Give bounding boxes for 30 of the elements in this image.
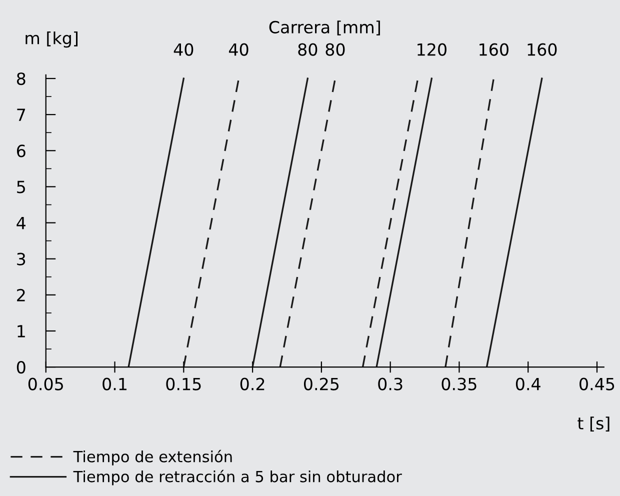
- legend-label: Tiempo de retracción a 5 bar sin obturador: [73, 470, 402, 486]
- chart-title: Carrera [mm]: [269, 20, 380, 36]
- x-tick-label: 0.05: [28, 378, 63, 390]
- y-tick-label: 2: [17, 288, 25, 302]
- x-tick-label: 0.3: [378, 378, 402, 390]
- y-tick-label: 0: [16, 361, 26, 374]
- y-axis-title: m [kg]: [26, 31, 78, 48]
- y-tick-label: 8: [16, 72, 26, 86]
- y-tick-label: 4: [16, 216, 26, 230]
- annotation: 40: [174, 43, 194, 56]
- annotation: 120: [418, 43, 446, 56]
- x-tick-label: 0.2: [240, 378, 264, 390]
- x-tick-label: 0.25: [304, 378, 339, 390]
- annotation: 80: [298, 43, 318, 56]
- y-tick-label: 7: [17, 108, 26, 121]
- y-tick-label: 5: [17, 180, 25, 194]
- legend-label: Tiempo de extensión: [73, 450, 232, 466]
- x-tick-label: 0.35: [442, 378, 476, 390]
- y-tick-label: 3: [17, 252, 26, 266]
- y-tick-label: 1: [18, 325, 25, 338]
- x-tick-label: 0.45: [580, 378, 614, 390]
- x-tick-label: 0.15: [166, 378, 201, 390]
- y-tick-label: 6: [16, 144, 26, 158]
- x-axis-title: t [s]: [578, 416, 610, 432]
- annotation: 160: [480, 43, 508, 56]
- x-tick-label: 0.1: [102, 378, 126, 390]
- x-tick-label: 0.4: [516, 378, 540, 390]
- annotation: 160: [528, 43, 557, 56]
- annotation: 40: [228, 43, 248, 56]
- annotation: 80: [326, 43, 345, 56]
